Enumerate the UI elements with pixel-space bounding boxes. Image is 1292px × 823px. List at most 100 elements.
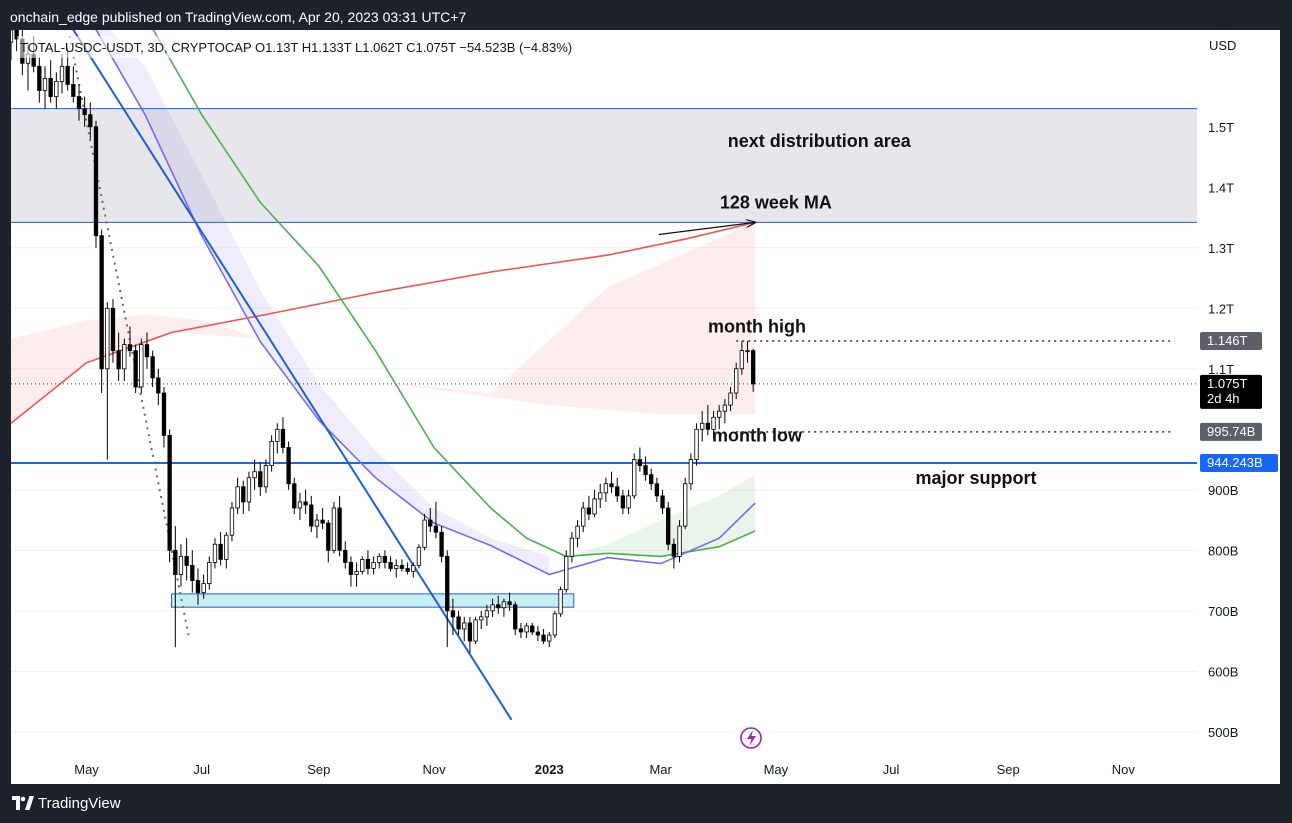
distribution-zone (11, 108, 1197, 223)
footer-brand: TradingView (38, 795, 121, 812)
moving-average-line (152, 30, 756, 558)
candle-body (229, 507, 235, 536)
candle-body (297, 501, 303, 509)
candle-body (507, 601, 512, 606)
candle-body (246, 477, 252, 503)
date-tick-label: 2023 (535, 762, 564, 777)
candle-body (411, 565, 416, 572)
candle-body (48, 78, 53, 97)
candle-body (258, 471, 263, 488)
candle-body (405, 568, 410, 572)
candle-body (161, 392, 167, 436)
candle-body (450, 610, 456, 618)
date-tick-label: Jul (193, 762, 210, 777)
candle-body (399, 565, 405, 569)
candle-body (660, 495, 665, 509)
candle-body (745, 350, 750, 353)
date-tick-label: Nov (1112, 762, 1136, 777)
price-label-box (1200, 331, 1262, 350)
candle-body (496, 604, 501, 609)
candle-body (422, 519, 427, 548)
candle-body (473, 619, 478, 642)
candle-body (320, 519, 325, 524)
candle-body (382, 555, 388, 563)
candle-body (388, 562, 393, 569)
candle-body (751, 350, 756, 385)
candle-body (37, 65, 42, 91)
candle-body (377, 555, 382, 563)
candle-body (535, 631, 541, 636)
candle-body (212, 543, 218, 563)
legend-value: O1.13T (251, 40, 298, 55)
plot-area[interactable]: next distribution area 128 week MA month h… (11, 30, 1197, 733)
candle-body (666, 507, 671, 545)
ma-band (96, 30, 550, 575)
candle-body (348, 562, 354, 575)
price-tick-label: 1.4T (1208, 180, 1234, 195)
candle-body (133, 350, 138, 388)
accumulation-box (171, 593, 575, 608)
trendline-solid[interactable] (66, 30, 513, 721)
price-tick-label: 1.5T (1208, 120, 1234, 135)
candle-body (337, 507, 342, 551)
legend-symbol: TOTAL-USDC-USDT, 3D, CRYPTOCAP (20, 40, 251, 55)
price-label: 995.74B (1207, 424, 1255, 439)
candle-body (615, 486, 620, 497)
ma-band (11, 222, 756, 424)
candle-body (11, 30, 14, 43)
candle-body (530, 625, 535, 633)
date-axis-bg[interactable] (11, 753, 1197, 784)
ma-bands (11, 30, 756, 575)
candle-body (598, 492, 603, 500)
candle-body (547, 634, 552, 642)
price-label: 1.146T (1207, 333, 1248, 348)
price-label-box (1200, 454, 1278, 473)
candle-body (694, 428, 699, 460)
candle-body (467, 622, 473, 642)
candle-body (303, 501, 308, 506)
candle-body (224, 534, 229, 560)
chart-panel[interactable]: next distribution area 128 week MA month h… (11, 30, 1280, 784)
candle-body (581, 507, 586, 527)
candle-body (541, 634, 546, 642)
candle-body (479, 616, 484, 621)
candle-body (314, 519, 320, 527)
candle-body (592, 498, 597, 515)
candle-body (190, 565, 195, 581)
lightning-icon-bolt (747, 730, 756, 746)
trend-arrow[interactable] (658, 222, 755, 236)
price-tick-label: 600B (1208, 664, 1238, 679)
candle-body (156, 377, 161, 394)
level-lines (11, 108, 1197, 465)
candle-body (326, 522, 331, 551)
candle-body (671, 543, 677, 557)
candle-body (331, 507, 337, 551)
candle-body (195, 580, 201, 594)
candle-body (354, 571, 359, 575)
candle-body (501, 601, 507, 609)
candle-body (717, 410, 722, 418)
annotations: next distribution area 128 week MA month h… (708, 131, 1037, 488)
candle-body (433, 525, 439, 533)
candle-body (609, 483, 614, 488)
candle-body (643, 465, 648, 476)
date-tick-label: Mar (649, 762, 672, 777)
candle-body (65, 65, 70, 85)
legend-value: −54.523B (−4.83%) (456, 40, 572, 55)
candle-body (734, 368, 739, 394)
candle-body (42, 78, 48, 91)
candle-body (586, 507, 592, 515)
candle-body (575, 525, 580, 539)
candle-body (552, 613, 558, 636)
candle-body (167, 434, 172, 551)
date-tick-label: May (764, 762, 789, 777)
candle-body (178, 555, 184, 575)
candle-body (394, 565, 399, 569)
price-chart[interactable]: next distribution area 128 week MA month h… (11, 30, 1280, 784)
date-tick-label: Sep (997, 762, 1020, 777)
candle-body (649, 474, 654, 485)
lightning-icon[interactable] (740, 727, 762, 749)
price-axis-unit: USD (1209, 38, 1236, 53)
legend-value: H1.133T (298, 40, 352, 55)
date-tick-label: Jul (883, 762, 900, 777)
